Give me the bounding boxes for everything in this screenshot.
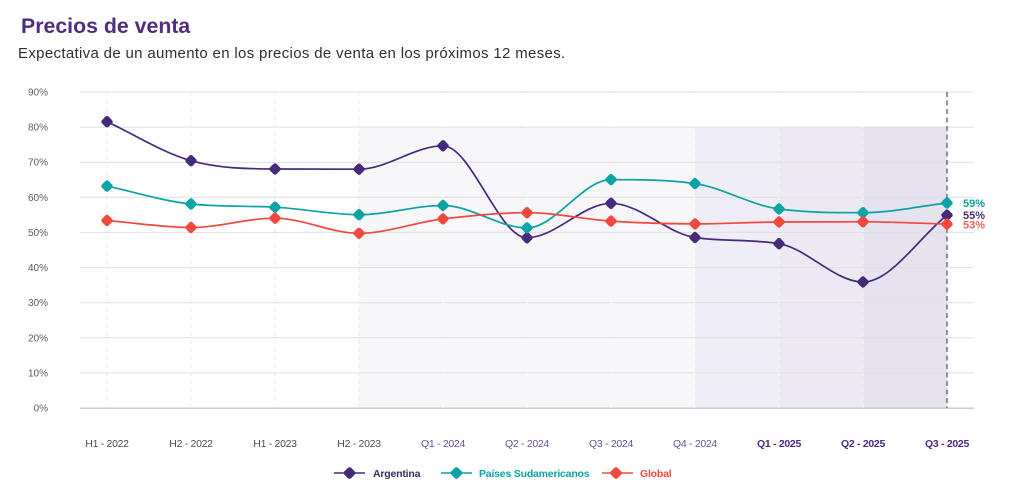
svg-text:60%: 60% xyxy=(28,193,48,204)
svg-text:40%: 40% xyxy=(28,263,48,274)
svg-text:55%: 55% xyxy=(963,210,985,222)
svg-text:Países Sudamericanos: Países Sudamericanos xyxy=(479,468,590,480)
svg-text:70%: 70% xyxy=(28,158,48,169)
svg-text:Q3 - 2024: Q3 - 2024 xyxy=(589,438,633,450)
svg-text:50%: 50% xyxy=(28,228,48,239)
svg-text:80%: 80% xyxy=(28,123,48,134)
svg-text:Q1 - 2025: Q1 - 2025 xyxy=(757,438,801,450)
svg-text:Q2 - 2025: Q2 - 2025 xyxy=(841,438,885,450)
svg-text:Q4 - 2024: Q4 - 2024 xyxy=(673,438,717,450)
svg-text:Q1 - 2024: Q1 - 2024 xyxy=(421,438,465,450)
svg-text:90%: 90% xyxy=(28,88,48,99)
svg-text:H2 - 2023: H2 - 2023 xyxy=(337,438,381,450)
svg-text:Argentina: Argentina xyxy=(373,468,421,480)
svg-text:10%: 10% xyxy=(28,368,48,379)
svg-text:H1 - 2022: H1 - 2022 xyxy=(85,438,129,450)
svg-text:0%: 0% xyxy=(34,404,49,415)
svg-text:Global: Global xyxy=(640,468,672,480)
svg-text:20%: 20% xyxy=(28,333,48,344)
svg-text:H2 - 2022: H2 - 2022 xyxy=(169,438,213,450)
svg-text:30%: 30% xyxy=(28,298,48,309)
svg-text:59%: 59% xyxy=(963,198,985,210)
svg-text:53%: 53% xyxy=(963,220,985,232)
svg-text:Q2 - 2024: Q2 - 2024 xyxy=(505,438,549,450)
svg-text:Q3 - 2025: Q3 - 2025 xyxy=(925,438,969,450)
svg-text:H1 - 2023: H1 - 2023 xyxy=(253,438,297,450)
